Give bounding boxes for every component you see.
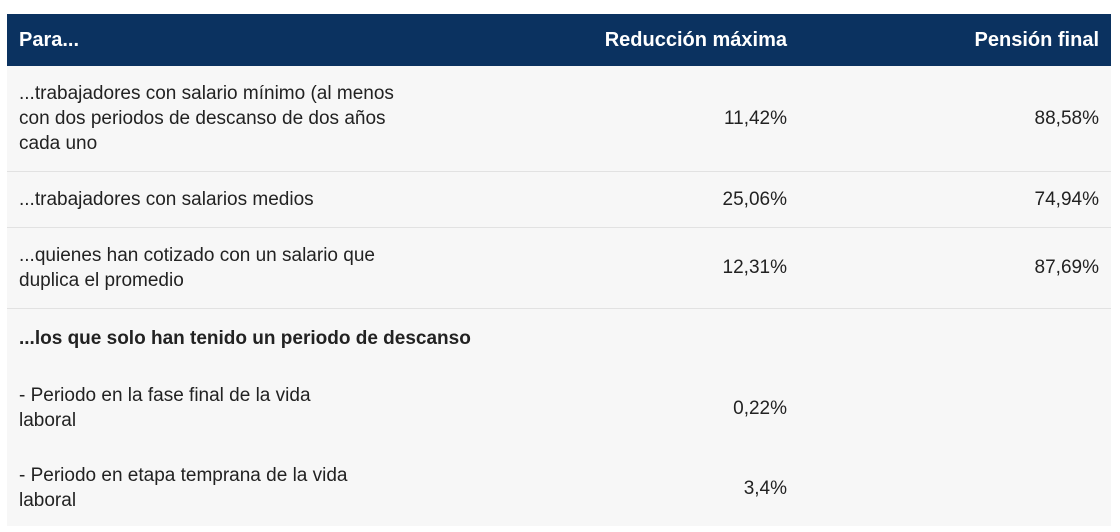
row-final (799, 450, 1111, 526)
header-pension-final: Pensión final (974, 28, 1099, 51)
table-row: ...trabajadores con salario mínimo (al m… (7, 66, 1111, 171)
row-label-text: - Periodo en la fase final de la vida la… (19, 385, 311, 431)
header-reduccion-maxima: Reducción máxima (604, 28, 787, 51)
row-final (799, 366, 1111, 450)
header-para: Para... (19, 28, 80, 51)
row-label: ...trabajadores con salario mínimo (al m… (7, 66, 427, 171)
row-label-text: ...quienes han cotizado con un salario q… (19, 244, 375, 291)
row-reduction: 3,4% (743, 477, 787, 499)
row-label: - Periodo en etapa temprana de la vida l… (7, 450, 427, 526)
table-row: ...quienes han cotizado con un salario q… (7, 227, 1111, 308)
row-label-text: ...trabajadores con salarios medios (19, 188, 314, 210)
row-final: 87,69% (1034, 257, 1099, 278)
table-row: - Periodo en etapa temprana de la vida l… (7, 450, 1111, 526)
table-row: ...trabajadores con salarios medios 25,0… (7, 171, 1111, 227)
row-reduction: 25,06% (722, 188, 787, 210)
row-final: 88,58% (1034, 107, 1099, 129)
row-label: ...trabajadores con salarios medios (7, 171, 427, 227)
row-label-text: ...trabajadores con salario mínimo (al m… (19, 82, 394, 154)
row-reduction: 11,42% (723, 107, 787, 129)
pension-reduction-table-container: Para... Reducción máxima Pensión final .… (7, 14, 1111, 526)
table-header: Para... Reducción máxima Pensión final (7, 14, 1111, 66)
row-reduction: 0,22% (733, 397, 787, 419)
row-final: 74,94% (1034, 188, 1099, 210)
row-label-text: - Periodo en etapa temprana de la vida l… (19, 465, 348, 511)
header-row: Para... Reducción máxima Pensión final (7, 14, 1111, 66)
row-label: ...quienes han cotizado con un salario q… (7, 227, 427, 308)
table-row: - Periodo en la fase final de la vida la… (7, 366, 1111, 450)
row-label: - Periodo en la fase final de la vida la… (7, 366, 427, 450)
pension-reduction-table: Para... Reducción máxima Pensión final .… (7, 14, 1111, 526)
row-reduction: 12,31% (722, 257, 787, 278)
section-title: ...los que solo han tenido un periodo de… (19, 327, 471, 349)
table-body: ...trabajadores con salario mínimo (al m… (7, 66, 1111, 526)
section-header-row: ...los que solo han tenido un periodo de… (7, 308, 1111, 366)
